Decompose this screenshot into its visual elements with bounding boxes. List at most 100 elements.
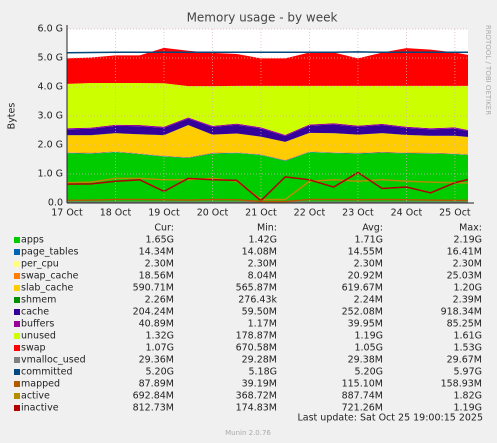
- legend-stat: 1.32G: [145, 331, 174, 342]
- legend-stat: 252.08M: [342, 307, 383, 318]
- legend-swatch: [14, 321, 20, 327]
- legend-swatch: [14, 405, 20, 411]
- legend-stat: 29.36M: [139, 355, 174, 366]
- legend-label: unused: [21, 331, 56, 342]
- legend-stat: 204.24M: [133, 307, 174, 318]
- legend-swatch: [14, 369, 20, 375]
- legend-stat: 2.30M: [354, 259, 383, 270]
- area: [67, 151, 468, 161]
- legend-stat: 39.95M: [348, 319, 383, 330]
- legend-stat: 1.71G: [354, 235, 383, 246]
- legend-stat: 2.30M: [145, 259, 174, 270]
- legend-label: swap_cache: [21, 271, 79, 282]
- legend-stat: 5.20G: [145, 367, 174, 378]
- legend-swatch: [14, 261, 20, 267]
- legend-swatch: [14, 309, 20, 315]
- legend-swatch: [14, 393, 20, 399]
- legend-stat: 1.20G: [453, 283, 482, 294]
- area: [67, 151, 468, 161]
- area: [67, 125, 468, 160]
- legend-swatch: [14, 345, 20, 351]
- x-tick-label: 19 Oct: [148, 208, 180, 219]
- line: [66, 198, 468, 203]
- legend-stat: 14.34M: [139, 247, 174, 258]
- legend-stat: 2.30M: [453, 259, 482, 270]
- legend-stat: 2.19G: [453, 235, 482, 246]
- legend-label: committed: [21, 367, 73, 378]
- legend-label: active: [21, 391, 50, 402]
- version: Munin 2.0.76: [225, 429, 271, 437]
- legend-stat: 721.26M: [342, 403, 383, 414]
- y-tick-label: 6.0 G: [38, 24, 64, 35]
- legend-stat: 158.93M: [441, 379, 482, 390]
- legend-stat: 1.65G: [145, 235, 174, 246]
- chart-title: Memory usage - by week: [187, 11, 338, 25]
- legend-header: Cur:: [154, 223, 174, 234]
- legend-stat: 1.07G: [145, 343, 174, 354]
- x-tick-label: 25 Oct: [439, 208, 471, 219]
- legend-stat: 40.89M: [139, 319, 174, 330]
- legend-label: per_cpu: [21, 259, 59, 270]
- legend-swatch: [14, 381, 20, 387]
- area: [67, 82, 468, 135]
- legend-label: shmem: [21, 295, 56, 306]
- legend-stat: 1.61G: [453, 331, 482, 342]
- legend-swatch: [14, 249, 20, 255]
- legend-header: Max:: [459, 223, 482, 234]
- footer: Last update: Sat Oct 25 19:00:15 2025: [297, 413, 483, 424]
- x-tick-label: 21 Oct: [245, 208, 277, 219]
- legend-label: vmalloc_used: [21, 355, 86, 366]
- legend-stat: 5.97G: [453, 367, 482, 378]
- y-axis-label: Bytes: [7, 103, 18, 130]
- legend-stat: 59.50M: [242, 307, 277, 318]
- legend-stat: 178.87M: [236, 331, 277, 342]
- line: [66, 171, 469, 202]
- legend-swatch: [14, 357, 20, 363]
- y-tick-label: 5.0 G: [38, 53, 64, 64]
- legend-swatch: [14, 297, 20, 303]
- area: [67, 47, 468, 87]
- legend-stat: 29.28M: [242, 355, 277, 366]
- legend-stat: 887.74M: [342, 391, 383, 402]
- legend-stat: 14.08M: [242, 247, 277, 258]
- x-tick-label: 24 Oct: [391, 208, 423, 219]
- legend-stat: 692.84M: [133, 391, 174, 402]
- legend-stat: 5.20G: [354, 367, 383, 378]
- y-tick-label: 0.0: [48, 198, 63, 209]
- legend-stat: 29.67M: [447, 355, 482, 366]
- x-tick-label: 17 Oct: [51, 208, 83, 219]
- y-tick-label: 1.0 G: [38, 169, 64, 180]
- legend-stat: 14.55M: [348, 247, 383, 258]
- legend-swatch: [14, 237, 20, 243]
- legend-swatch: [14, 273, 20, 279]
- y-tick-label: 3.0 G: [38, 111, 64, 122]
- legend-label: buffers: [21, 319, 54, 330]
- legend-label: slab_cache: [21, 283, 73, 294]
- legend-stat: 1.17M: [248, 319, 277, 330]
- legend-stat: 8.04M: [248, 271, 277, 282]
- legend-stat: 39.19M: [242, 379, 277, 390]
- y-tick-label: 4.0 G: [38, 82, 64, 93]
- legend-stat: 590.71M: [133, 283, 174, 294]
- legend-stat: 2.39M: [453, 295, 482, 306]
- legend-stat: 85.25M: [447, 319, 482, 330]
- legend-stat: 1.19G: [453, 403, 482, 414]
- legend-label: cache: [21, 307, 49, 318]
- legend-stat: 1.53G: [453, 343, 482, 354]
- legend-stat: 1.42G: [248, 235, 277, 246]
- legend-stat: 1.19G: [354, 331, 383, 342]
- legend-stat: 2.30M: [248, 259, 277, 270]
- legend-stat: 16.41M: [447, 247, 482, 258]
- x-tick-label: 22 Oct: [294, 208, 326, 219]
- line: [66, 177, 469, 201]
- legend-stat: 5.18G: [248, 367, 277, 378]
- legend-stat: 565.87M: [236, 283, 277, 294]
- legend-stat: 812.73M: [133, 403, 174, 414]
- side-text: RRDTOOL / TOBI OETIKER: [484, 25, 492, 115]
- x-tick-label: 18 Oct: [100, 208, 132, 219]
- legend-stat: 368.72M: [236, 391, 277, 402]
- legend-stat: 18.56M: [139, 271, 174, 282]
- legend-stat: 918.34M: [441, 307, 482, 318]
- legend-swatch: [14, 285, 20, 291]
